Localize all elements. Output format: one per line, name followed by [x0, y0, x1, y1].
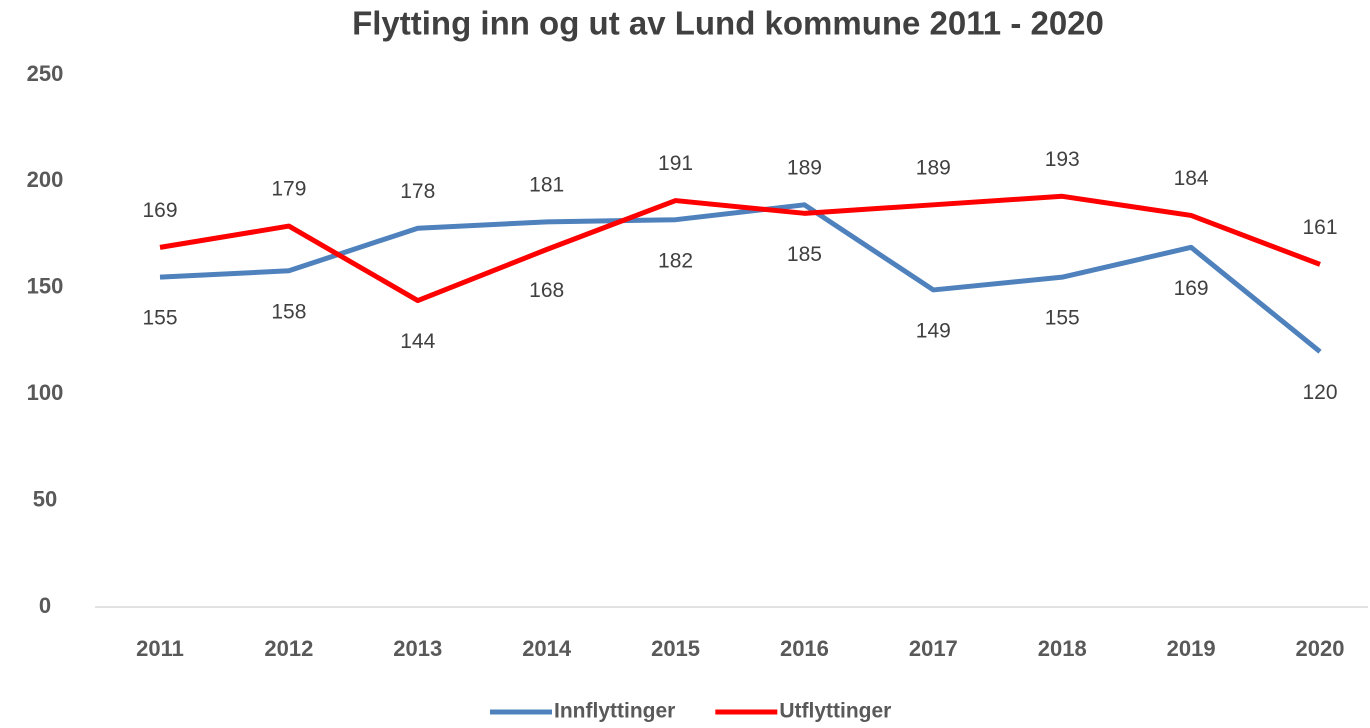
x-tick-label: 2014 [522, 636, 572, 661]
data-label: 191 [658, 152, 693, 175]
data-label: 184 [1174, 167, 1209, 190]
data-label: 193 [1045, 148, 1080, 171]
x-tick-label: 2017 [909, 636, 958, 661]
x-tick-label: 2018 [1038, 636, 1087, 661]
x-tick-label: 2013 [393, 636, 442, 661]
x-tick-label: 2016 [780, 636, 829, 661]
data-label: 189 [916, 156, 951, 179]
data-label: 149 [916, 319, 951, 342]
data-label: 158 [271, 300, 306, 323]
data-label: 169 [142, 199, 177, 222]
series-line [159, 193, 1321, 304]
data-label: 169 [1174, 277, 1209, 300]
legend-label: Innflyttinger [554, 700, 675, 723]
data-label: 168 [529, 279, 564, 302]
y-tick-label: 0 [39, 593, 51, 618]
y-tick-label: 100 [27, 380, 64, 405]
y-tick-label: 200 [27, 167, 64, 192]
x-tick-label: 2011 [136, 636, 184, 661]
data-label: 161 [1302, 216, 1337, 239]
x-tick-label: 2019 [1167, 636, 1216, 661]
data-label: 155 [1045, 307, 1080, 330]
chart-title: Flytting inn og ut av Lund kommune 2011 … [352, 5, 1104, 42]
data-label: 155 [142, 307, 177, 330]
data-label: 179 [271, 178, 306, 201]
y-tick-label: 250 [27, 61, 64, 86]
y-tick-label: 150 [27, 274, 64, 299]
data-label: 181 [529, 173, 564, 196]
data-label: 182 [658, 249, 693, 272]
legend-label: Utflyttinger [779, 700, 891, 723]
x-tick-label: 2020 [1296, 636, 1345, 661]
x-tick-label: 2015 [651, 636, 700, 661]
data-label: 189 [787, 156, 822, 179]
series-line [159, 202, 1322, 354]
data-label: 144 [400, 330, 435, 353]
data-label: 120 [1302, 381, 1337, 404]
x-tick-label: 2012 [264, 636, 313, 661]
data-label: 178 [400, 180, 435, 203]
y-tick-label: 50 [33, 486, 57, 511]
data-label: 185 [787, 243, 822, 266]
